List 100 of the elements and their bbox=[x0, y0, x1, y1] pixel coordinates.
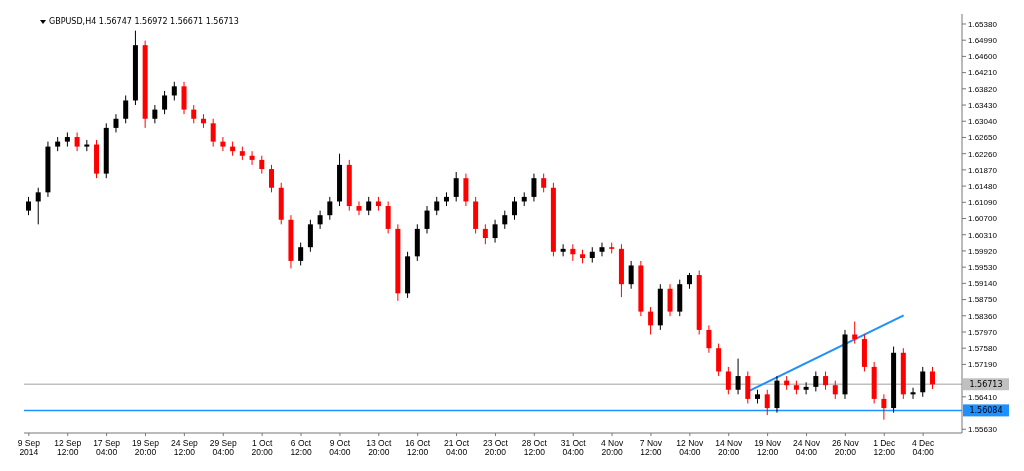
x-tick-label: 12 Nov 04:00 bbox=[676, 438, 705, 457]
candlestick bbox=[317, 210, 323, 230]
candlestick bbox=[74, 131, 80, 152]
candlestick bbox=[599, 242, 605, 257]
candlestick bbox=[920, 366, 926, 398]
x-tick-label: 19 Nov 12:00 bbox=[754, 438, 782, 457]
y-tick-label: 1.65380 bbox=[968, 19, 998, 29]
candlestick bbox=[366, 196, 372, 216]
candlestick bbox=[628, 260, 634, 290]
candlestick bbox=[453, 171, 459, 202]
candlestick bbox=[220, 136, 226, 152]
y-tick-label: 1.57580 bbox=[968, 344, 998, 354]
y-tick-label: 1.56410 bbox=[968, 392, 998, 402]
candlestick bbox=[823, 370, 829, 391]
y-tick-label: 1.64990 bbox=[968, 36, 998, 46]
y-tick-label: 1.57970 bbox=[968, 327, 998, 337]
candlestick bbox=[929, 366, 935, 390]
candlestick bbox=[531, 173, 537, 202]
y-tick-label: 1.64600 bbox=[968, 52, 998, 62]
x-tick-label: 9 Sep 2014 bbox=[17, 438, 41, 457]
ref-line-label: 1.56084 bbox=[969, 406, 1003, 416]
x-tick-label: 19 Sep 20:00 bbox=[132, 438, 160, 457]
y-tick-label: 1.59920 bbox=[968, 246, 998, 256]
y-tick-label: 1.62650 bbox=[968, 133, 998, 143]
candlestick bbox=[648, 306, 654, 335]
candlestick bbox=[327, 196, 333, 221]
candlestick bbox=[813, 370, 819, 392]
candlestick bbox=[706, 324, 712, 354]
candlestick bbox=[667, 283, 673, 317]
x-tick-label: 4 Dec 04:00 bbox=[912, 438, 935, 457]
x-tick-label: 6 Oct 12:00 bbox=[290, 438, 312, 457]
y-tick-label: 1.58360 bbox=[968, 311, 998, 321]
y-tick-label: 1.62260 bbox=[968, 149, 998, 159]
y-tick-label: 1.61480 bbox=[968, 181, 998, 191]
candlestick bbox=[35, 187, 41, 225]
chart-title: GBPUSD,H4 1.56747 1.56972 1.56671 1.56713 bbox=[49, 17, 239, 26]
y-tick-label: 1.61090 bbox=[968, 198, 998, 208]
candlestick bbox=[492, 219, 498, 244]
candlestick bbox=[832, 380, 838, 400]
candlestick bbox=[269, 164, 275, 193]
y-tick-label: 1.60310 bbox=[968, 230, 998, 240]
candlestick bbox=[123, 94, 129, 124]
x-tick-label: 17 Sep 04:00 bbox=[93, 438, 121, 457]
y-tick-label: 1.63820 bbox=[968, 84, 998, 94]
candlestick bbox=[171, 81, 177, 101]
x-tick-label: 1 Dec 12:00 bbox=[873, 438, 897, 457]
candlestick bbox=[152, 104, 158, 124]
x-tick-label: 24 Sep 12:00 bbox=[170, 438, 199, 457]
y-tick-label: 1.59140 bbox=[968, 279, 998, 289]
ref-line-label: 1.56713 bbox=[969, 380, 1003, 390]
candlestick bbox=[463, 173, 469, 207]
candlestick bbox=[852, 321, 858, 345]
candlestick bbox=[298, 242, 304, 266]
candlestick bbox=[735, 358, 741, 395]
x-tick-label: 23 Oct 20:00 bbox=[482, 438, 509, 457]
candlestick bbox=[502, 210, 508, 230]
candlestick bbox=[716, 343, 722, 377]
candlestick bbox=[424, 205, 430, 234]
candlestick bbox=[541, 173, 547, 193]
x-tick-label: 13 Oct 20:00 bbox=[366, 438, 392, 457]
candlestick bbox=[162, 90, 168, 115]
candlestick bbox=[745, 370, 751, 404]
candlestick bbox=[210, 118, 216, 148]
x-tick-label: 7 Nov 12:00 bbox=[639, 438, 663, 457]
candlestick bbox=[910, 387, 916, 400]
x-tick-label: 12 Sep 12:00 bbox=[54, 438, 82, 457]
candlestick bbox=[26, 196, 31, 216]
candlestick bbox=[191, 104, 197, 124]
candlestick bbox=[560, 243, 566, 257]
y-tick-label: 1.58750 bbox=[968, 295, 998, 305]
candlestick bbox=[385, 200, 391, 234]
y-tick-label: 1.60700 bbox=[968, 214, 998, 224]
candlestick bbox=[803, 381, 809, 395]
candlestick bbox=[764, 389, 770, 416]
y-tick-label: 1.55630 bbox=[968, 425, 998, 435]
candlestick bbox=[725, 366, 731, 395]
x-tick-label: 31 Oct 04:00 bbox=[560, 438, 587, 457]
candlestick bbox=[881, 393, 887, 421]
x-tick-label: 4 Nov 20:00 bbox=[600, 438, 624, 457]
x-tick-label: 14 Nov 20:00 bbox=[715, 438, 743, 457]
candlestick bbox=[249, 150, 255, 166]
candlestick bbox=[434, 196, 440, 216]
y-tick-label: 1.63430 bbox=[968, 100, 998, 110]
candlestick bbox=[307, 219, 313, 253]
x-tick-label: 1 Oct 20:00 bbox=[251, 438, 274, 457]
candlestick bbox=[482, 223, 488, 245]
x-tick-label: 28 Oct 12:00 bbox=[521, 438, 548, 457]
y-tick-label: 1.63040 bbox=[968, 117, 998, 127]
y-tick-label: 1.61870 bbox=[968, 165, 998, 175]
y-tick-label: 1.57190 bbox=[968, 360, 998, 370]
x-tick-label: 24 Nov 04:00 bbox=[793, 438, 821, 457]
x-tick-label: 16 Oct 12:00 bbox=[405, 438, 431, 457]
x-tick-label: 26 Nov 20:00 bbox=[831, 438, 860, 457]
x-tick-label: 9 Oct 04:00 bbox=[329, 438, 351, 457]
x-tick-label: 21 Oct 04:00 bbox=[444, 438, 470, 457]
candlestick bbox=[113, 113, 119, 133]
y-tick-label: 1.59530 bbox=[968, 262, 998, 272]
candlestick bbox=[512, 196, 518, 221]
candlestick bbox=[356, 200, 362, 216]
candlestick bbox=[181, 81, 187, 115]
